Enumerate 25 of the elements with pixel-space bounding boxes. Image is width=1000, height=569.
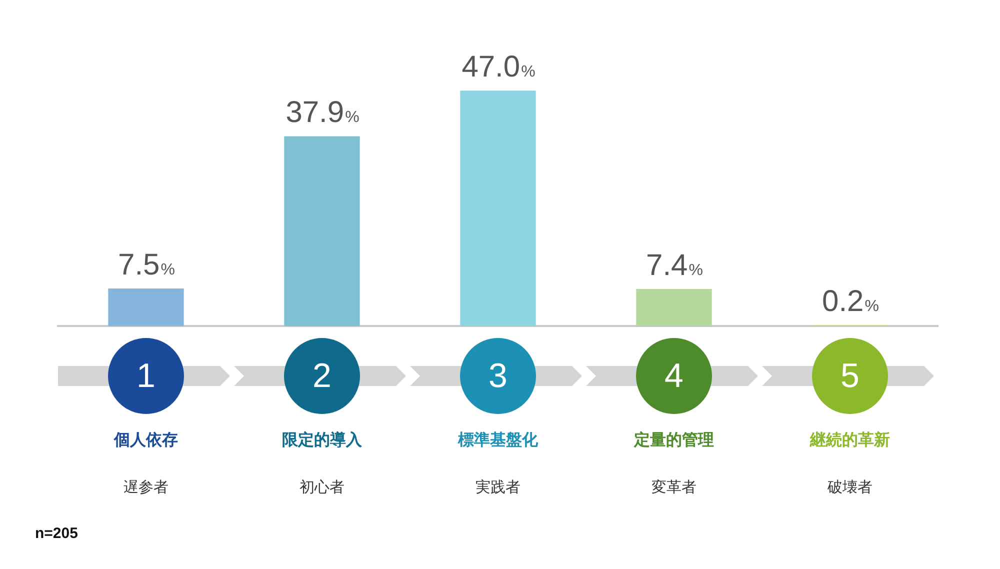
- x-tick-label: 限定的導入: [281, 430, 363, 451]
- bar: [108, 288, 184, 326]
- step-circle: 5: [812, 338, 888, 414]
- text: 破壊者: [826, 478, 874, 497]
- data-label: 37.9%: [286, 96, 360, 130]
- text: n=205: [35, 525, 78, 542]
- text: 変革者: [650, 478, 698, 497]
- text: 初心者: [298, 478, 346, 497]
- data-label: 0.2%: [822, 285, 879, 318]
- text: 実践者: [474, 478, 522, 497]
- x-tick-label: 個人依存: [112, 430, 179, 451]
- data-label: 7.4%: [646, 248, 703, 282]
- text: 遅参者: [122, 478, 170, 497]
- x-tick-label: 継続的革新: [808, 430, 891, 451]
- step-circle: 2: [284, 338, 360, 414]
- step-circle: 1: [108, 338, 184, 414]
- data-label: 7.5%: [118, 248, 175, 282]
- x-tick-label: 標準基盤化: [456, 430, 539, 451]
- step-circle: 4: [636, 338, 712, 414]
- x-tick-label: 定量的管理: [632, 430, 715, 451]
- bar: [284, 136, 360, 326]
- bar: [460, 90, 536, 326]
- bar: [636, 288, 712, 326]
- data-label: 47.0%: [462, 50, 536, 84]
- step-circle: 3: [460, 338, 536, 414]
